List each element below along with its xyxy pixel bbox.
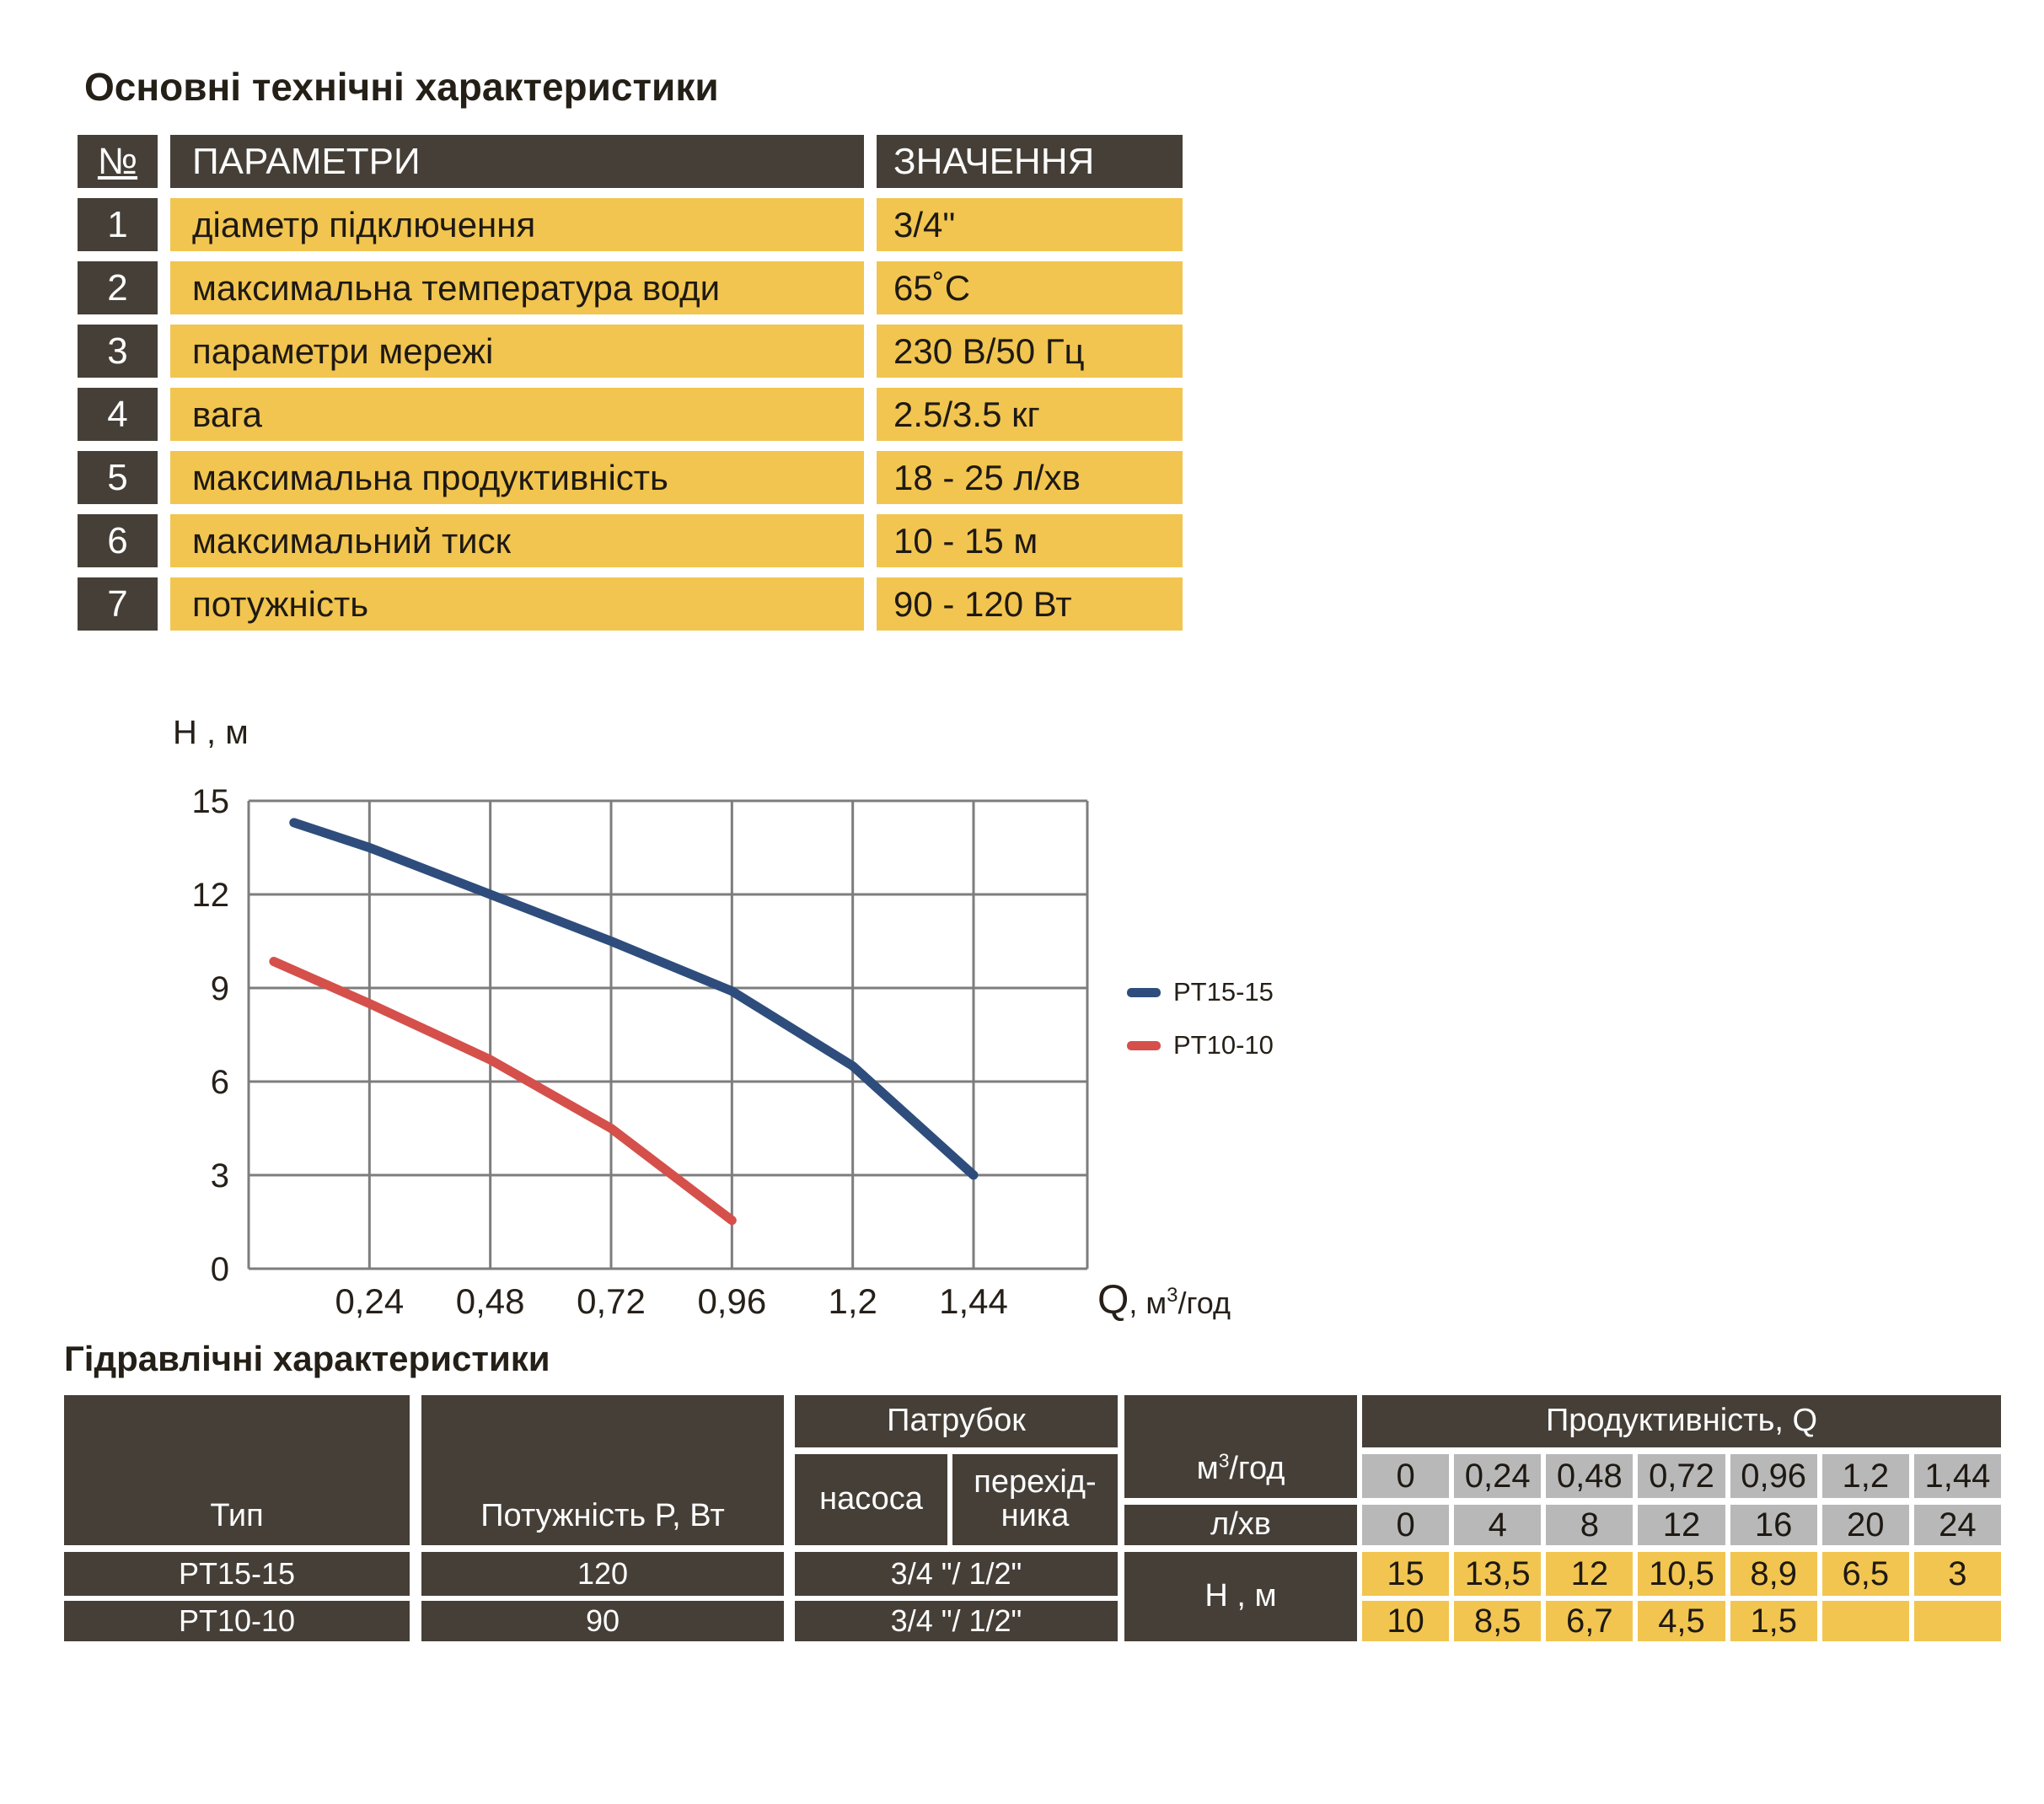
x-axis-title: Q, м3/год	[1097, 1278, 1231, 1323]
y-tick-label: 3	[211, 1157, 229, 1195]
head-value-cell: 8,5	[1454, 1601, 1542, 1641]
q-lmin-cell: 20	[1821, 1505, 1909, 1545]
spec-row-parameter: максимальна продуктивність	[170, 451, 864, 504]
legend-swatch-PT15-15	[1127, 988, 1161, 997]
page-title: Основні технічні характеристики	[84, 65, 719, 109]
spec-row-number: 7	[78, 577, 158, 631]
q-lmin-cell: 24	[1913, 1505, 2001, 1545]
spec-row-number: 2	[78, 261, 158, 314]
q-m3h-cell: 0,48	[1546, 1454, 1634, 1498]
y-axis-title: Н , м	[173, 717, 249, 751]
spec-header-parameters: ПАРАМЕТРИ	[170, 135, 864, 188]
x-tick-label: 0,48	[456, 1281, 525, 1321]
pipe-adapter-label: перехід- ника	[974, 1464, 1097, 1533]
spec-row-number: 4	[78, 388, 158, 441]
y-tick-label: 9	[211, 970, 229, 1007]
hydraulic-header-pipe-adapter: перехід- ника	[952, 1454, 1118, 1545]
q-lmin-cell: 8	[1546, 1505, 1634, 1545]
spec-row-value: 18 - 25 л/хв	[877, 451, 1183, 504]
spec-row-number: 3	[78, 325, 158, 378]
pump-curves-chart: 0 3 6 9 12 15 0,24 0,48 0,72 0,96 1,2 1,44 PT15-15 PT…	[173, 717, 1274, 1323]
head-value-cell	[1821, 1601, 1909, 1641]
legend-swatch-PT10-10	[1127, 1041, 1161, 1050]
hydraulic-header-m3h: м3/год	[1124, 1395, 1357, 1498]
head-value-cell: 15	[1362, 1552, 1450, 1596]
spec-row-parameter: максимальна температура води	[170, 261, 864, 314]
y-tick-label: 6	[211, 1064, 229, 1101]
x-tick-label: 0,72	[577, 1281, 646, 1321]
spec-row-value: 230 В/50 Гц	[877, 325, 1183, 378]
y-tick-label: 12	[192, 877, 230, 914]
q-m3h-cell: 1,2	[1821, 1454, 1909, 1498]
q-lmin-cell: 12	[1638, 1505, 1725, 1545]
q-lmin-cell: 0	[1362, 1505, 1450, 1545]
spec-row-number: 1	[78, 198, 158, 251]
x-tick-label: 1,2	[828, 1281, 877, 1321]
pump-pipe-cell: 3/4 "/ 1/2"	[795, 1601, 1118, 1641]
head-value-cell: 4,5	[1638, 1601, 1725, 1641]
pump-type-cell: PT10-10	[64, 1601, 410, 1641]
q-m3h-cell: 1,44	[1913, 1454, 2001, 1498]
q-lmin-row: 0 4 8 12 16 20 24	[1362, 1505, 2001, 1545]
spec-header-number: №	[78, 135, 158, 188]
spec-row-value: 90 - 120 Вт	[877, 577, 1183, 631]
legend-label-PT15-15: PT15-15	[1173, 977, 1274, 1007]
spec-row-value: 3/4"	[877, 198, 1183, 251]
q-m3h-row: 0 0,24 0,48 0,72 0,96 1,2 1,44	[1362, 1454, 2001, 1498]
head-value-cell: 10	[1362, 1601, 1450, 1641]
legend-label-PT10-10: PT10-10	[1173, 1030, 1274, 1060]
hydraulic-header-head: Н , м	[1124, 1552, 1357, 1641]
spec-row-number: 6	[78, 514, 158, 567]
spec-row-value: 65˚С	[877, 261, 1183, 314]
hydraulic-header-pipe-pump: насоса	[795, 1454, 947, 1545]
head-value-cell: 8,9	[1730, 1552, 1817, 1596]
head-value-cell: 12	[1546, 1552, 1634, 1596]
hydraulic-table: Тип Потужність P, Вт Патрубок насоса пер…	[64, 1395, 2001, 1641]
x-tick-label: 0,96	[697, 1281, 766, 1321]
pump-power-cell: 90	[421, 1601, 784, 1641]
hydraulic-header-type: Тип	[64, 1395, 410, 1545]
hydraulic-header-lmin: л/хв	[1124, 1505, 1357, 1545]
spec-row-parameter: діаметр підключення	[170, 198, 864, 251]
spec-row-value: 2.5/3.5 кг	[877, 388, 1183, 441]
spec-row-parameter: потужність	[170, 577, 864, 631]
x-tick-label: 1,44	[939, 1281, 1008, 1321]
q-m3h-cell: 0,72	[1638, 1454, 1725, 1498]
pump-type-cell: PT15-15	[64, 1552, 410, 1596]
q-lmin-cell: 16	[1730, 1505, 1817, 1545]
q-lmin-cell: 4	[1454, 1505, 1542, 1545]
spec-table: № ПАРАМЕТРИ ЗНАЧЕННЯ 1 діаметр підключенн…	[78, 135, 1183, 631]
head-value-cell: 10,5	[1638, 1552, 1725, 1596]
q-m3h-cell: 0	[1362, 1454, 1450, 1498]
head-value-cell: 13,5	[1454, 1552, 1542, 1596]
q-m3h-cell: 0,24	[1454, 1454, 1542, 1498]
head-value-cell: 6,5	[1821, 1552, 1909, 1596]
hydraulic-header-power: Потужність P, Вт	[421, 1395, 784, 1545]
pump-power-cell: 120	[421, 1552, 784, 1596]
head-value-cell: 3	[1913, 1552, 2001, 1596]
q-m3h-cell: 0,96	[1730, 1454, 1817, 1498]
y-tick-label: 15	[192, 783, 230, 820]
head-value-cell: 1,5	[1730, 1601, 1817, 1641]
spec-row-number: 5	[78, 451, 158, 504]
hydraulic-title: Гідравлічні характеристики	[64, 1339, 550, 1378]
series-PT15-15	[289, 818, 979, 1180]
head-values-row-pt10: 10 8,5 6,7 4,5 1,5	[1362, 1601, 2001, 1641]
pump-pipe-cell: 3/4 "/ 1/2"	[795, 1552, 1118, 1596]
hydraulic-header-pipe: Патрубок	[795, 1395, 1118, 1447]
head-value-cell: 6,7	[1546, 1601, 1634, 1641]
spec-header-value: ЗНАЧЕННЯ	[877, 135, 1183, 188]
spec-row-parameter: максимальний тиск	[170, 514, 864, 567]
y-tick-label: 0	[211, 1251, 229, 1288]
series-PT10-10	[269, 957, 737, 1226]
x-tick-label: 0,24	[335, 1281, 404, 1321]
hydraulic-header-productivity: Продуктивність, Q	[1362, 1395, 2001, 1447]
spec-row-parameter: параметри мережі	[170, 325, 864, 378]
spec-row-value: 10 - 15 м	[877, 514, 1183, 567]
spec-row-parameter: вага	[170, 388, 864, 441]
head-values-row-pt15: 15 13,5 12 10,5 8,9 6,5 3	[1362, 1552, 2001, 1596]
head-value-cell	[1913, 1601, 2001, 1641]
